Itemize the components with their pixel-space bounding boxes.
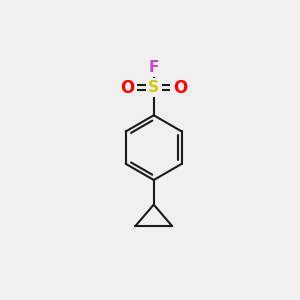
Text: F: F	[148, 60, 159, 75]
Text: O: O	[120, 79, 135, 97]
Text: S: S	[148, 80, 159, 95]
Text: O: O	[173, 79, 187, 97]
